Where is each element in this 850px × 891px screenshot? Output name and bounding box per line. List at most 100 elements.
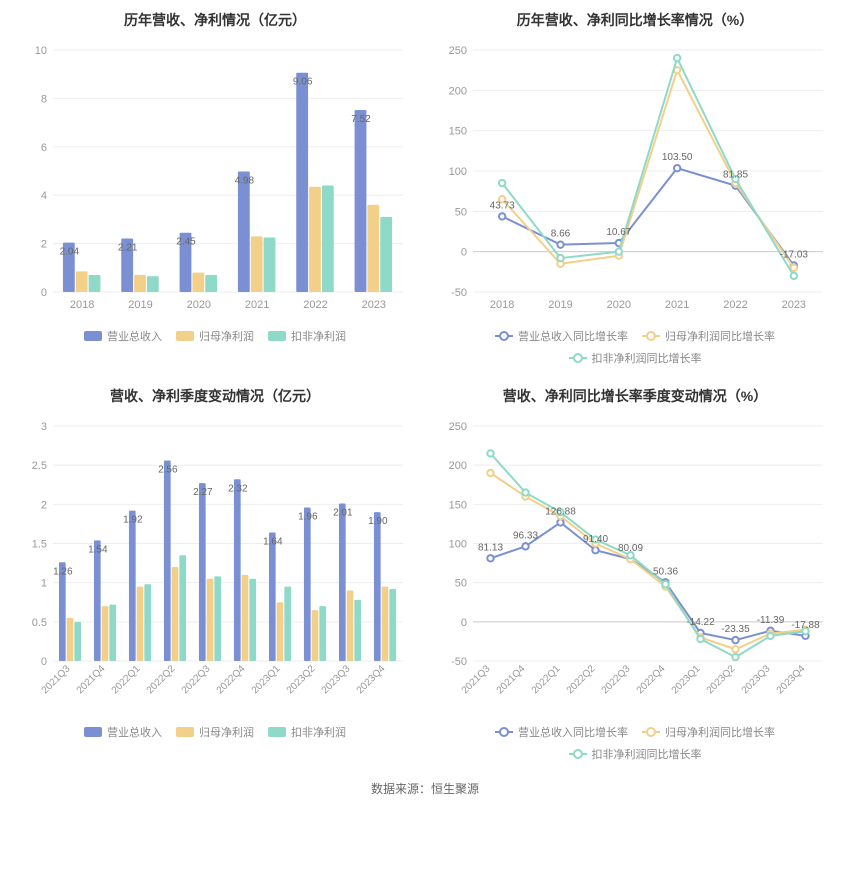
svg-text:2020: 2020 [607, 299, 631, 311]
svg-text:2021Q3: 2021Q3 [460, 663, 493, 696]
legend-swatch [495, 731, 513, 733]
svg-text:150: 150 [449, 126, 467, 138]
svg-text:2.21: 2.21 [118, 243, 138, 254]
svg-text:2022: 2022 [303, 299, 327, 311]
legend-item: 营业总收入 [84, 328, 162, 344]
svg-text:2023Q2: 2023Q2 [705, 663, 738, 696]
legend-swatch [495, 335, 513, 337]
svg-text:150: 150 [449, 499, 467, 511]
svg-text:100: 100 [449, 539, 467, 551]
legend-swatch [569, 357, 587, 359]
svg-text:1: 1 [41, 578, 47, 590]
legend-item: 归母净利润 [176, 724, 254, 740]
svg-text:2: 2 [41, 499, 47, 511]
legend-item: 扣非净利润同比增长率 [569, 746, 702, 762]
svg-text:6: 6 [41, 142, 47, 154]
legend: 营业总收入同比增长率 归母净利润同比增长率扣非净利润同比增长率 [430, 724, 840, 762]
legend-label: 营业总收入同比增长率 [518, 724, 628, 740]
svg-text:7.52: 7.52 [351, 114, 371, 125]
svg-text:2022Q4: 2022Q4 [215, 663, 248, 696]
svg-text:-11.39: -11.39 [757, 615, 785, 626]
svg-text:2023Q3: 2023Q3 [320, 663, 353, 696]
chart-title: 营收、净利同比增长率季度变动情况（%） [503, 386, 767, 406]
chart-grid: 历年营收、净利情况（亿元） 02468102018201920202021202… [10, 10, 840, 762]
svg-text:50: 50 [455, 578, 467, 590]
legend-item: 扣非净利润 [268, 724, 346, 740]
svg-text:103.50: 103.50 [662, 152, 693, 163]
chart-title: 历年营收、净利同比增长率情况（%） [517, 10, 753, 30]
svg-text:2021Q4: 2021Q4 [75, 663, 108, 696]
svg-text:0: 0 [41, 287, 47, 299]
legend-swatch [569, 753, 587, 755]
legend-item: 归母净利润同比增长率 [642, 724, 775, 740]
svg-text:2022Q1: 2022Q1 [530, 663, 563, 696]
svg-text:8.66: 8.66 [551, 229, 571, 240]
svg-text:2023: 2023 [782, 299, 806, 311]
svg-text:0: 0 [461, 617, 467, 629]
svg-text:50: 50 [455, 206, 467, 218]
legend-swatch [642, 731, 660, 733]
svg-text:250: 250 [449, 45, 467, 57]
panel-growth-quarterly: 营收、净利同比增长率季度变动情况（%） -5005010015020025020… [430, 386, 840, 762]
chart-canvas: -500501001502002502021Q32021Q42022Q12022… [435, 416, 835, 716]
svg-text:2023Q1: 2023Q1 [670, 663, 703, 696]
legend: 营业总收入归母净利润扣非净利润 [74, 328, 356, 344]
svg-text:96.33: 96.33 [513, 530, 538, 541]
legend-swatch [642, 335, 660, 337]
svg-text:8: 8 [41, 93, 47, 105]
legend-label: 扣非净利润同比增长率 [592, 350, 702, 366]
legend-swatch [176, 727, 194, 737]
legend-label: 归母净利润同比增长率 [665, 724, 775, 740]
legend-item: 扣非净利润同比增长率 [569, 350, 702, 366]
svg-text:1.5: 1.5 [32, 539, 47, 551]
svg-text:0.5: 0.5 [32, 617, 47, 629]
svg-text:2020: 2020 [187, 299, 211, 311]
panel-growth-annual: 历年营收、净利同比增长率情况（%） -500501001502002502018… [430, 10, 840, 366]
svg-text:-14.22: -14.22 [686, 617, 715, 628]
svg-text:2023Q3: 2023Q3 [740, 663, 773, 696]
svg-text:2.27: 2.27 [193, 487, 213, 498]
svg-text:4.98: 4.98 [235, 175, 255, 186]
svg-text:2021: 2021 [245, 299, 269, 311]
chart-title: 历年营收、净利情况（亿元） [124, 10, 306, 30]
svg-text:2018: 2018 [70, 299, 94, 311]
panel-revenue-quarterly: 营收、净利季度变动情况（亿元） 00.511.522.532021Q32021Q… [10, 386, 420, 762]
legend-label: 营业总收入同比增长率 [518, 328, 628, 344]
svg-text:9.06: 9.06 [293, 77, 313, 88]
svg-text:-23.35: -23.35 [721, 624, 750, 635]
svg-text:2022Q3: 2022Q3 [600, 663, 633, 696]
svg-text:1.90: 1.90 [368, 516, 388, 527]
svg-text:2021Q3: 2021Q3 [40, 663, 73, 696]
svg-text:2018: 2018 [490, 299, 514, 311]
svg-text:2.45: 2.45 [176, 237, 196, 248]
svg-text:2023: 2023 [362, 299, 386, 311]
svg-text:-17.03: -17.03 [780, 249, 809, 260]
panel-revenue-annual: 历年营收、净利情况（亿元） 02468102018201920202021202… [10, 10, 420, 366]
legend-item: 营业总收入同比增长率 [495, 724, 628, 740]
legend-item: 归母净利润同比增长率 [642, 328, 775, 344]
chart-canvas: 00.511.522.532021Q32021Q42022Q12022Q2202… [15, 416, 415, 716]
svg-text:0: 0 [461, 247, 467, 259]
svg-text:2023Q1: 2023Q1 [250, 663, 283, 696]
svg-text:100: 100 [449, 166, 467, 178]
svg-text:81.85: 81.85 [723, 170, 748, 181]
legend-item: 营业总收入 [84, 724, 162, 740]
svg-text:1.96: 1.96 [298, 511, 318, 522]
svg-text:3: 3 [41, 421, 47, 433]
svg-text:4: 4 [41, 190, 47, 202]
chart-title: 营收、净利季度变动情况（亿元） [110, 386, 320, 406]
svg-text:1.54: 1.54 [88, 544, 108, 555]
legend: 营业总收入同比增长率归母净利润同比增长率扣非净利润同比增长率 [430, 328, 840, 366]
legend: 营业总收入归母净利润扣非净利润 [74, 724, 356, 740]
svg-text:2.01: 2.01 [333, 508, 353, 519]
svg-text:1.92: 1.92 [123, 515, 143, 526]
svg-text:2.56: 2.56 [158, 464, 178, 475]
data-source-footer: 数据来源：恒生聚源 [10, 780, 840, 797]
legend-item: 扣非净利润 [268, 328, 346, 344]
svg-text:126.88: 126.88 [545, 506, 576, 517]
legend-item: 营业总收入同比增长率 [495, 328, 628, 344]
svg-text:50.36: 50.36 [653, 566, 678, 577]
svg-text:80.09: 80.09 [618, 543, 643, 554]
svg-text:2.04: 2.04 [60, 247, 80, 258]
legend-label: 营业总收入 [107, 328, 162, 344]
